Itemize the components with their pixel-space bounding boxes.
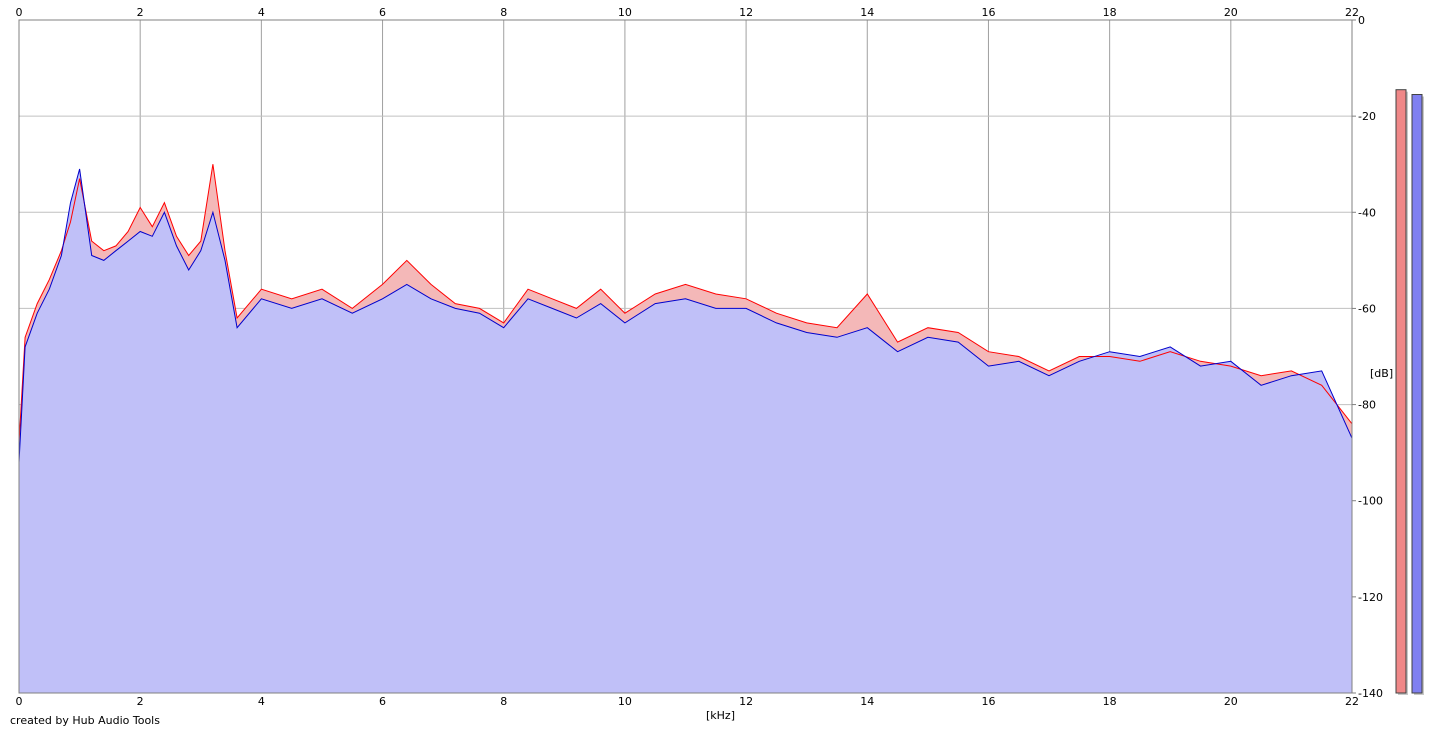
- x-tick-label-bottom: 10: [618, 695, 632, 708]
- y-axis-label: [dB]: [1370, 367, 1393, 380]
- x-tick-label-top: 2: [137, 6, 144, 19]
- y-tick-labels: 0 -20 -40 -60 -80 -100 -120 -140: [1352, 14, 1383, 700]
- y-tick-label: 0: [1358, 14, 1365, 27]
- x-tick-label-top: 22: [1345, 6, 1359, 19]
- y-tick-label: -60: [1358, 302, 1376, 315]
- level-meter-left: [1395, 89, 1407, 694]
- x-tick-label-bottom: 22: [1345, 695, 1359, 708]
- plot-frame: [18, 19, 1353, 694]
- x-tick-label-bottom: 18: [1103, 695, 1117, 708]
- spectrum-line-right: [18, 168, 1353, 463]
- x-tick-label-top: 12: [739, 6, 753, 19]
- x-tick-label-bottom: 6: [379, 695, 386, 708]
- x-tick-labels-top: 0 2 4 6 8 10 12 14 16 18 20 22: [16, 6, 1360, 19]
- x-axis-label: [kHz]: [706, 709, 735, 722]
- x-tick-labels-bottom: 0 2 4 6 8 10 12 14 16 18 20 22: [16, 695, 1360, 708]
- level-meter-right: [1411, 94, 1423, 694]
- x-tick-label-top: 8: [500, 6, 507, 19]
- x-tick-label-bottom: 20: [1224, 695, 1238, 708]
- x-tick-label-top: 10: [618, 6, 632, 19]
- y-tick-label: -120: [1358, 591, 1383, 604]
- x-tick-label-top: 0: [16, 6, 23, 19]
- level-meters: [1395, 89, 1424, 696]
- y-tick-label: -140: [1358, 687, 1383, 700]
- x-tick-label-top: 14: [860, 6, 874, 19]
- x-tick-label-bottom: 2: [137, 695, 144, 708]
- x-tick-label-bottom: 16: [981, 695, 995, 708]
- spectrum-area-right: [19, 169, 1352, 693]
- x-tick-label-bottom: 8: [500, 695, 507, 708]
- credit-text: created by Hub Audio Tools: [10, 714, 160, 727]
- x-tick-label-top: 18: [1103, 6, 1117, 19]
- x-tick-label-top: 4: [258, 6, 265, 19]
- spectrum-areas: [19, 164, 1352, 693]
- spectrum-line-left: [18, 164, 1353, 444]
- y-tick-label: -100: [1358, 495, 1383, 508]
- x-tick-label-top: 20: [1224, 6, 1238, 19]
- x-tick-label-top: 16: [981, 6, 995, 19]
- x-tick-label-top: 6: [379, 6, 386, 19]
- y-tick-label: -40: [1358, 206, 1376, 219]
- spectrum-lines: [18, 164, 1353, 463]
- x-tick-label-bottom: 4: [258, 695, 265, 708]
- y-tick-label: -80: [1358, 399, 1376, 412]
- x-tick-label-bottom: 14: [860, 695, 874, 708]
- y-tick-label: -20: [1358, 110, 1376, 123]
- x-tick-label-bottom: 12: [739, 695, 753, 708]
- x-tick-label-bottom: 0: [16, 695, 23, 708]
